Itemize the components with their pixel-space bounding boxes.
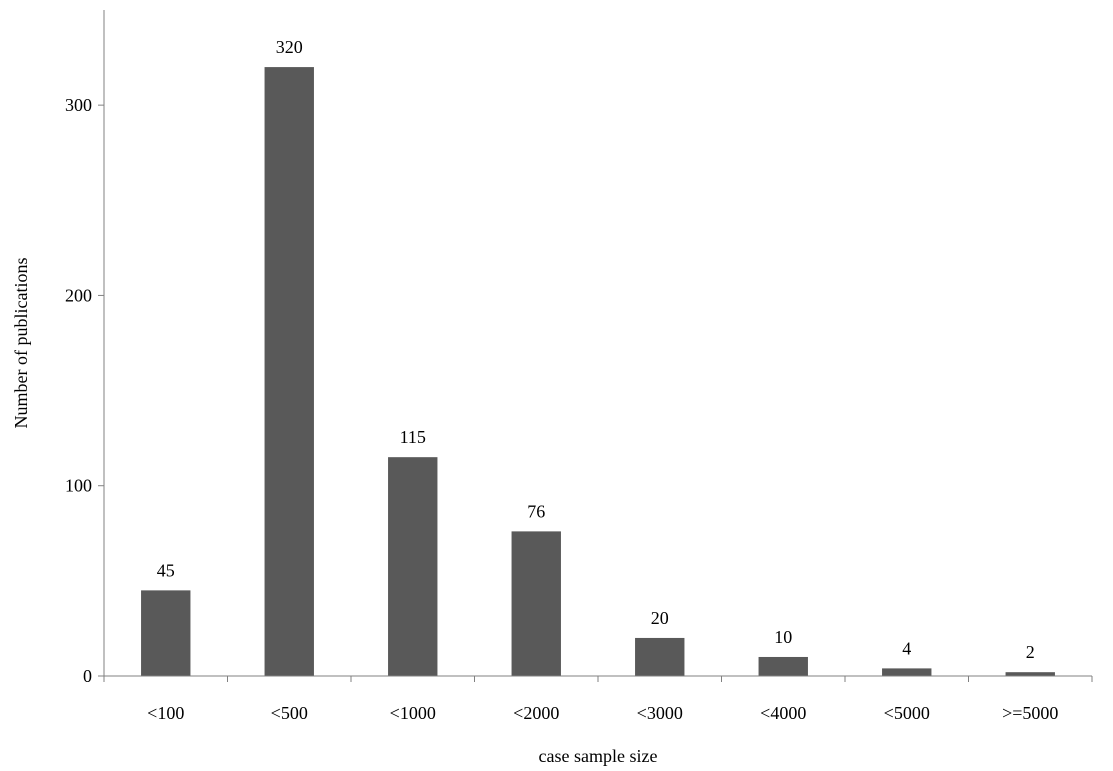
x-tick-label: <1000 xyxy=(390,703,436,723)
data-label: 45 xyxy=(157,560,175,580)
data-label: 4 xyxy=(902,638,911,658)
x-ticks-group: <100 <500 <1000 <2000 <3000 <4000 <5000 >=5000 xyxy=(147,703,1058,723)
data-label: 115 xyxy=(400,427,426,447)
bar xyxy=(635,637,685,676)
bar xyxy=(388,457,438,676)
bars-group xyxy=(141,67,1055,677)
bar xyxy=(758,656,808,676)
x-tick-label: <2000 xyxy=(513,703,559,723)
bar xyxy=(141,590,191,676)
y-tick-label: 100 xyxy=(65,476,92,496)
bar xyxy=(882,668,932,676)
y-tick-label: 300 xyxy=(65,95,92,115)
data-label: 76 xyxy=(527,501,545,521)
x-axis-title: case sample size xyxy=(539,746,658,766)
axes-group xyxy=(98,10,1093,682)
x-tick-label: >=5000 xyxy=(1002,703,1058,723)
y-tick-label: 200 xyxy=(65,285,92,305)
x-tick-label: <5000 xyxy=(884,703,930,723)
data-label: 2 xyxy=(1026,642,1035,662)
data-label: 20 xyxy=(651,608,669,628)
data-label: 320 xyxy=(276,37,303,57)
x-tick-label: <500 xyxy=(271,703,308,723)
y-tick-label: 0 xyxy=(83,666,92,686)
bar xyxy=(264,67,314,677)
data-labels-group: 45 320 115 76 20 10 4 2 xyxy=(157,37,1035,662)
bar xyxy=(511,531,561,676)
x-tick-label: <4000 xyxy=(760,703,806,723)
bar xyxy=(1005,672,1055,676)
y-ticks-group: 0 100 200 300 xyxy=(65,95,92,686)
data-label: 10 xyxy=(774,627,792,647)
x-tick-label: <100 xyxy=(147,703,184,723)
x-tick-label: <3000 xyxy=(637,703,683,723)
y-axis-title: Number of publications xyxy=(11,258,31,429)
